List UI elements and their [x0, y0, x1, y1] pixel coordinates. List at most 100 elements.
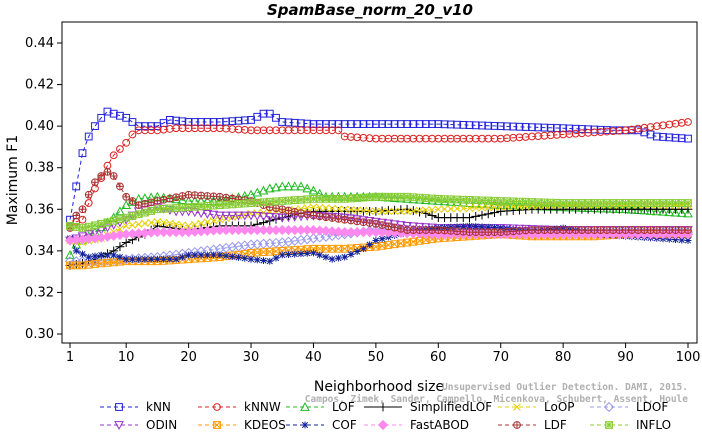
point-cof — [147, 255, 155, 263]
point-lof — [464, 197, 475, 207]
point-cof — [241, 254, 249, 262]
point-loop — [453, 204, 461, 213]
point-knn — [659, 133, 667, 141]
point-inflo — [78, 224, 87, 232]
point-inflo — [97, 219, 106, 228]
point-cof — [91, 252, 99, 260]
point-odin — [333, 213, 344, 223]
point-knn — [434, 120, 443, 128]
chart-title: SpamBase_norm_20_v10 — [267, 1, 473, 19]
x-tick-label: 1 — [66, 350, 74, 365]
point-knn — [172, 116, 181, 125]
point-knn — [384, 120, 393, 128]
point-ldf — [272, 204, 280, 213]
point-ldf — [347, 216, 355, 225]
point-knnw — [172, 124, 181, 133]
point-ldf — [297, 209, 305, 217]
point-knn — [359, 120, 368, 128]
point-lof — [302, 183, 313, 193]
point-ldf — [315, 212, 324, 221]
point-cof — [684, 237, 692, 244]
point-knn — [347, 120, 355, 128]
point-knnw — [253, 126, 262, 135]
plot-frame — [61, 21, 698, 344]
point-knn — [190, 118, 199, 126]
point-knnw — [609, 127, 617, 136]
point-knn — [290, 118, 299, 127]
y-tick-label: 0.32 — [25, 285, 54, 300]
point-knnw — [272, 126, 280, 135]
point-knnw — [602, 127, 611, 136]
point-cof — [322, 253, 330, 261]
point-lof — [283, 181, 294, 191]
point-knnw — [116, 145, 124, 153]
point-ldf — [153, 197, 162, 205]
point-ldf — [91, 178, 99, 187]
point-lof — [115, 206, 125, 216]
point-cof — [472, 222, 480, 230]
point-knn — [503, 122, 511, 131]
point-inflo — [84, 222, 93, 231]
point-loop — [303, 204, 311, 212]
legend-marker-lof — [300, 401, 310, 411]
point-kdeos — [109, 258, 118, 267]
point-knn — [134, 122, 143, 131]
point-cof — [497, 224, 505, 232]
point-loop — [422, 206, 430, 214]
point-loop — [365, 207, 374, 215]
point-knnw — [571, 129, 580, 138]
point-ldf — [141, 199, 149, 208]
legend-label-knnw: kNNW — [244, 400, 281, 414]
point-inflo — [91, 221, 99, 230]
point-ldf — [159, 195, 168, 204]
legend-label-ldf: LDF — [544, 418, 567, 432]
point-knn — [577, 125, 586, 133]
point-knnw — [234, 125, 243, 134]
point-loop — [191, 220, 199, 229]
point-knnw — [403, 134, 411, 143]
point-knn — [515, 122, 524, 131]
point-knnw — [434, 134, 443, 143]
point-cof — [172, 255, 180, 263]
point-simplifiedlof — [490, 208, 499, 218]
point-knn — [546, 123, 555, 132]
legend-item-knnw: kNNW — [198, 400, 281, 414]
point-ldf — [309, 211, 318, 220]
point-knn — [91, 122, 99, 131]
point-simplifiedlof — [415, 207, 424, 217]
point-lof — [258, 185, 269, 195]
point-knnw — [390, 134, 399, 143]
point-loop — [465, 204, 474, 212]
point-knnw — [615, 126, 624, 135]
point-knn — [677, 134, 686, 143]
point-ldf — [97, 172, 106, 180]
point-loop — [315, 203, 324, 212]
point-knnw — [122, 138, 131, 147]
legend-item-ldof: LDOF — [590, 400, 668, 414]
point-inflo — [122, 213, 131, 222]
y-tick-label: 0.34 — [25, 244, 54, 259]
point-knnw — [340, 132, 349, 141]
point-kdeos — [390, 240, 399, 249]
point-knnw — [134, 126, 143, 135]
point-fastabod — [314, 225, 325, 236]
point-cof — [272, 254, 280, 262]
point-inflo — [109, 216, 118, 225]
point-odin — [264, 212, 275, 222]
point-cof — [378, 235, 386, 243]
point-odin — [246, 211, 256, 221]
point-kdeos — [103, 258, 112, 267]
point-loop — [159, 218, 168, 227]
point-cof — [672, 236, 679, 244]
legend-item-fastabod: FastABOD — [364, 418, 469, 432]
point-knn — [415, 120, 424, 128]
point-knn — [209, 118, 218, 126]
point-cof — [328, 255, 336, 263]
point-odin — [527, 225, 537, 235]
point-knn — [471, 121, 480, 130]
axes: 0.30 0.32 0.34 0.36 0.38 0.40 0.42 0.44 1 10 20 30 4… — [25, 21, 700, 365]
point-knn — [122, 113, 131, 122]
point-knnw — [471, 134, 480, 143]
point-knnw — [322, 126, 330, 135]
point-knn — [453, 120, 461, 129]
